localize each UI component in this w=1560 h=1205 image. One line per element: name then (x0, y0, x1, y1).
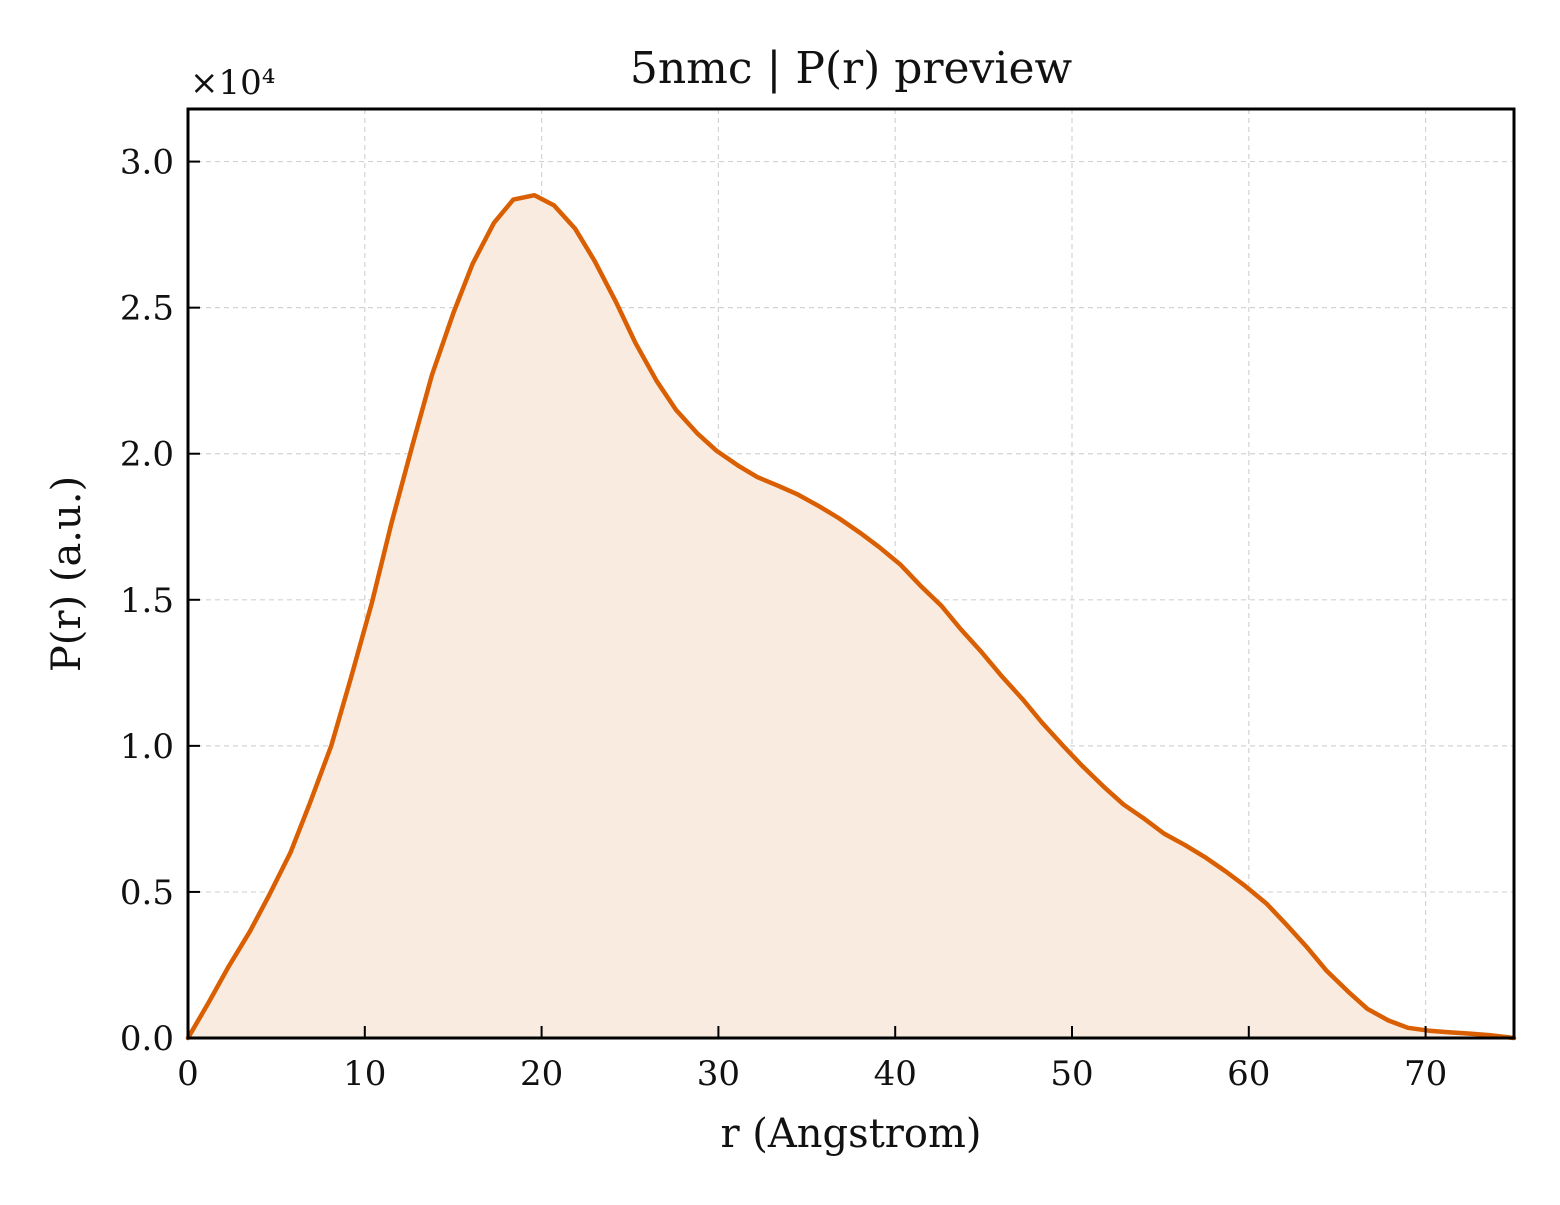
series-area-fill (188, 195, 1514, 1038)
x-tick-label: 10 (343, 1054, 386, 1094)
x-tick-label: 20 (520, 1054, 563, 1094)
y-tick-label: 0.5 (120, 873, 174, 913)
series-line (185, 192, 1517, 1041)
plot-frame (186, 107, 1516, 1040)
y-tick-labels: 0.0 0.5 1.0 1.5 2.0 2.5 3.0 (120, 143, 174, 1059)
x-tick-labels: 0 10 20 30 40 50 60 70 (177, 1054, 1447, 1094)
x-tick-label: 50 (1050, 1054, 1093, 1094)
y-tick-label: 2.5 (120, 289, 174, 329)
y-tick-label: 1.5 (120, 581, 174, 621)
x-tick-label: 40 (874, 1054, 917, 1094)
x-tick-label: 30 (697, 1054, 740, 1094)
y-tick-label: 2.0 (120, 435, 174, 475)
x-tick-label: 70 (1404, 1054, 1447, 1094)
chart-title: 5nmc | P(r) preview (630, 43, 1073, 94)
y-tick-label: 1.0 (120, 727, 174, 767)
y-tick-label: 0.0 (120, 1019, 174, 1059)
y-tick-label: 3.0 (120, 143, 174, 183)
y-axis-label: P(r) (a.u.) (44, 476, 90, 672)
x-axis-label: r (Angstrom) (720, 1111, 981, 1157)
x-tick-label: 0 (177, 1054, 199, 1094)
series-line-group (185, 192, 1517, 1041)
tick-marks (187, 160, 1427, 1039)
axes-frame (186, 107, 1516, 1040)
x-tick-label: 60 (1227, 1054, 1270, 1094)
y-axis-multiplier: ×10⁴ (190, 63, 275, 103)
area-fill-group (188, 195, 1514, 1038)
